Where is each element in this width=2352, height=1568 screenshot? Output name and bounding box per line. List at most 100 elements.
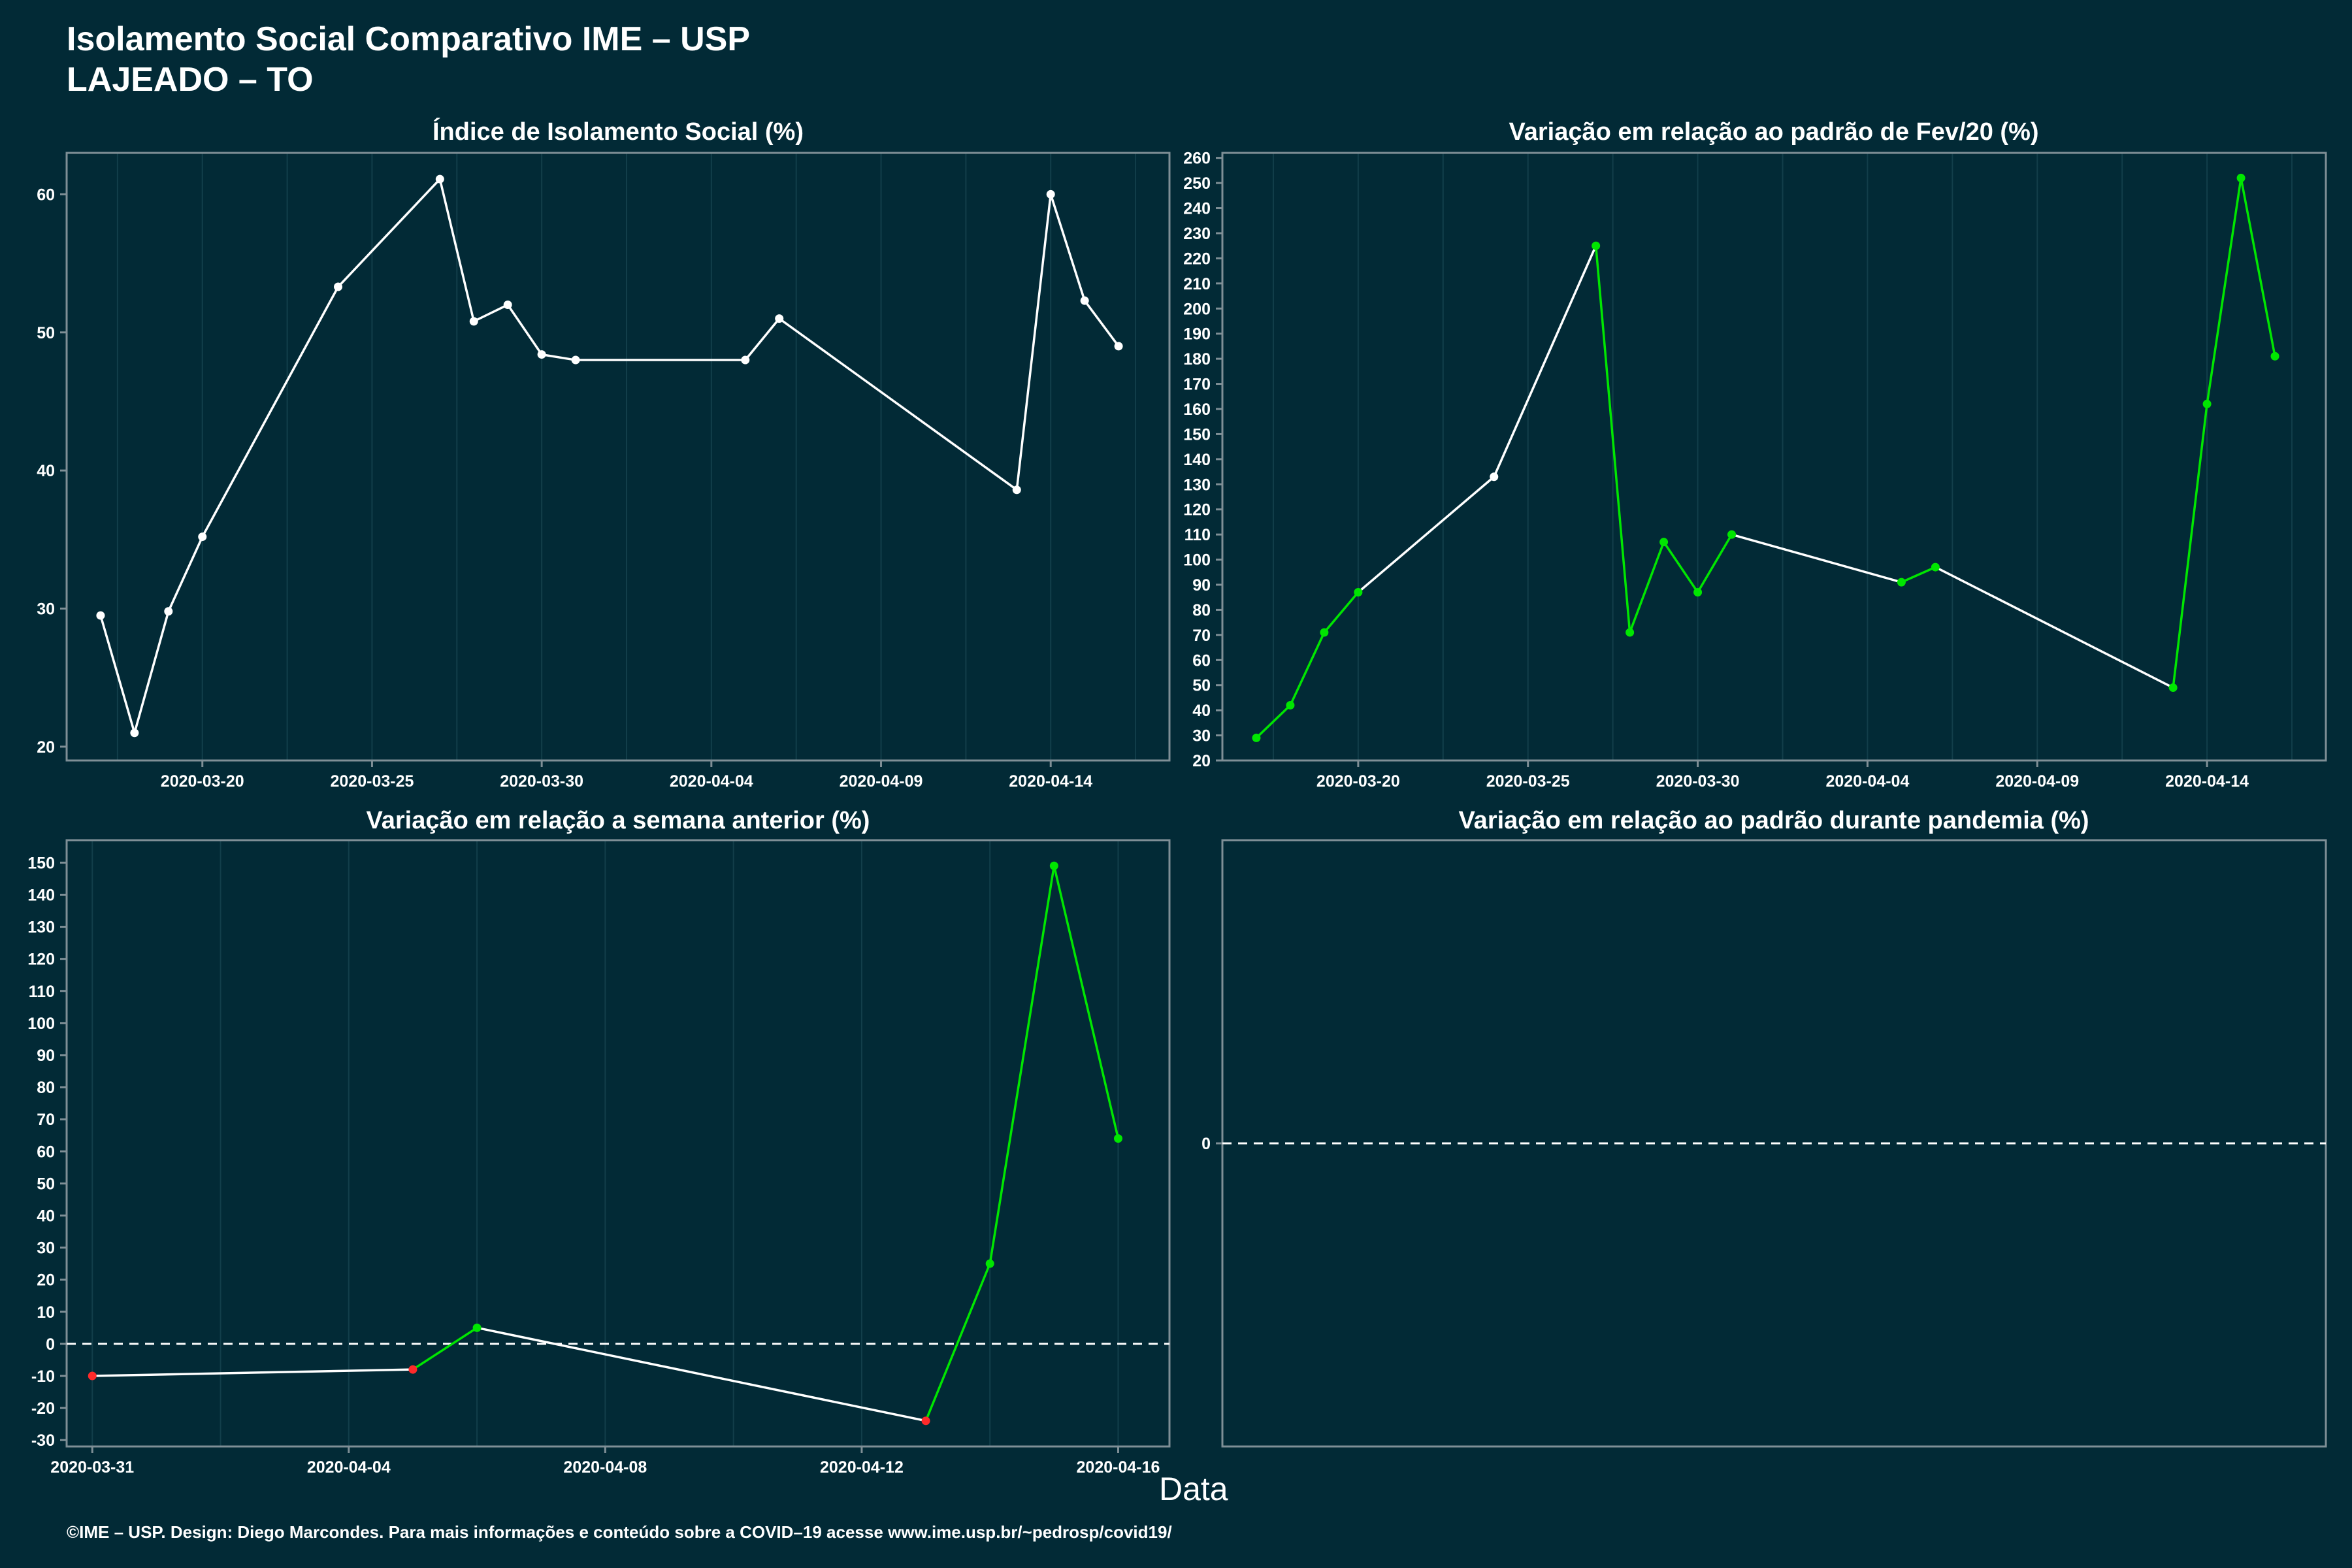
x-tick-label: 2020-04-08 <box>563 1458 647 1477</box>
y-tick-label: 220 <box>1183 250 1211 268</box>
footer-credits: ©IME – USP. Design: Diego Marcondes. Par… <box>67 1522 1172 1542</box>
series-segment <box>1049 193 1086 301</box>
data-point <box>985 1259 994 1268</box>
y-tick-label: 0 <box>46 1335 55 1354</box>
y-tick-label: 50 <box>37 1175 55 1193</box>
series-segment <box>744 318 781 361</box>
page-subtitle: LAJEADO – TO <box>67 61 314 99</box>
y-tick-label: 30 <box>37 1239 55 1258</box>
y-tick-label: 40 <box>1192 702 1211 720</box>
x-tick-label: 2020-03-20 <box>1316 772 1400 791</box>
y-tick-label: 20 <box>37 738 55 757</box>
y-tick-label: 250 <box>1183 174 1211 193</box>
chart-title: Variação em relação ao padrão durante pa… <box>1458 807 2089 834</box>
series-segment <box>92 1368 413 1377</box>
y-tick-label: 200 <box>1183 300 1211 318</box>
y-tick-label: 50 <box>37 324 55 342</box>
data-point <box>921 1416 930 1426</box>
y-tick-label: 80 <box>1192 601 1211 619</box>
series-segment <box>924 1263 991 1422</box>
y-tick-label: 60 <box>37 186 55 204</box>
y-tick-label: 40 <box>37 462 55 480</box>
data-point <box>1252 733 1261 742</box>
data-point <box>1354 588 1363 597</box>
y-tick-label: 80 <box>37 1079 55 1097</box>
data-point <box>1931 563 1940 572</box>
series-segment <box>438 178 475 322</box>
y-tick-label: 230 <box>1183 225 1211 243</box>
chart-title: Índice de Isolamento Social (%) <box>433 117 804 146</box>
data-point <box>571 355 580 365</box>
data-point <box>1592 241 1601 250</box>
y-tick-label: 170 <box>1183 376 1211 394</box>
data-point <box>1897 578 1906 587</box>
series-segment <box>1015 194 1052 490</box>
series-segment <box>1053 865 1120 1139</box>
data-point <box>469 317 478 326</box>
y-tick-label: 20 <box>37 1271 55 1290</box>
data-point <box>2270 351 2279 361</box>
y-tick-label: 110 <box>1184 526 1211 544</box>
series-segment <box>1255 704 1292 739</box>
series-segment <box>1731 533 1902 583</box>
series-segment <box>99 615 136 734</box>
y-tick-label: 130 <box>1183 476 1211 494</box>
data-point <box>1320 628 1329 637</box>
data-point <box>1113 1134 1122 1143</box>
data-point <box>775 314 784 323</box>
data-point <box>1490 472 1499 482</box>
x-tick-label: 2020-04-16 <box>1077 1458 1160 1477</box>
data-point <box>88 1371 97 1380</box>
series-segment <box>778 318 1018 491</box>
series-segment <box>1935 566 2174 689</box>
y-tick-label: 90 <box>1192 576 1211 595</box>
data-point <box>1625 628 1635 637</box>
chart-title: Variação em relação ao padrão de Fev/20 … <box>1509 118 2038 146</box>
x-tick-label: 2020-03-30 <box>1656 772 1740 791</box>
data-point <box>472 1323 482 1332</box>
series-segment <box>2240 178 2276 357</box>
x-tick-label: 2020-04-14 <box>2165 772 2249 791</box>
series-segment <box>337 178 441 288</box>
series-segment <box>1289 632 1326 706</box>
series-segment <box>1594 246 1631 633</box>
panel-variation-pandemic: Variação em relação ao padrão durante pa… <box>1201 807 2327 1448</box>
y-tick-label: 150 <box>27 854 55 872</box>
y-tick-label: 20 <box>1192 752 1211 770</box>
x-tick-label: 2020-04-09 <box>1995 772 2079 791</box>
x-tick-label: 2020-03-31 <box>50 1458 134 1477</box>
y-tick-label: 50 <box>1192 677 1211 695</box>
y-tick-label: 260 <box>1183 150 1211 168</box>
y-tick-label: -20 <box>31 1399 55 1418</box>
series-segment <box>1901 566 1936 583</box>
plot-frame <box>65 839 1171 1448</box>
data-point <box>1286 700 1295 710</box>
data-point <box>1693 588 1703 597</box>
series-segment <box>1628 542 1665 633</box>
x-tick-label: 2020-03-25 <box>1486 772 1570 791</box>
x-tick-label: 2020-03-30 <box>500 772 583 791</box>
series-segment <box>1357 476 1495 593</box>
data-point <box>1046 189 1055 199</box>
x-tick-label: 2020-04-14 <box>1009 772 1092 791</box>
y-tick-label: 70 <box>1192 627 1211 645</box>
series-segment <box>133 611 170 734</box>
plot-frame <box>1221 152 2327 762</box>
y-tick-label: 90 <box>37 1047 55 1065</box>
y-tick-label: 60 <box>37 1143 55 1161</box>
y-tick-label: 110 <box>29 983 55 1001</box>
data-point <box>1659 538 1669 547</box>
y-tick-label: 140 <box>27 886 55 904</box>
data-point <box>1012 485 1021 495</box>
data-point <box>537 350 546 359</box>
y-tick-label: 210 <box>1183 275 1211 293</box>
y-tick-label: 100 <box>1183 551 1211 570</box>
y-tick-label: -10 <box>31 1367 55 1386</box>
data-point <box>96 611 105 620</box>
data-point <box>1049 861 1058 870</box>
data-point <box>503 301 512 309</box>
series-segment <box>506 304 543 355</box>
data-point <box>130 728 139 738</box>
data-point <box>2236 173 2246 182</box>
panel-variation-feb: Variação em relação ao padrão de Fev/20 … <box>1183 118 2327 791</box>
